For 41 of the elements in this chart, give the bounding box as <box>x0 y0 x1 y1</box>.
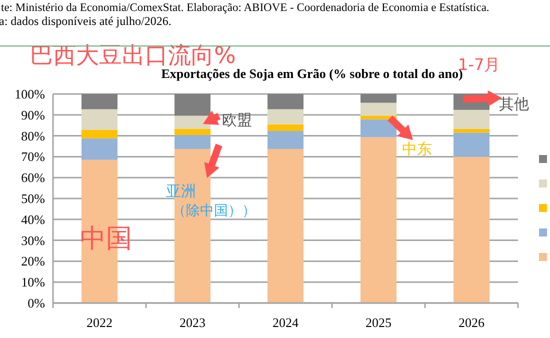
bar <box>82 130 118 138</box>
y-tick-label: 90% <box>21 107 46 122</box>
y-tick-label: 0% <box>28 296 46 310</box>
bar <box>454 156 490 303</box>
bar <box>82 109 118 130</box>
y-tick-label: 100% <box>14 86 46 102</box>
bar <box>268 94 304 110</box>
bar <box>360 137 396 303</box>
y-tick-label: 80% <box>21 128 46 144</box>
bar <box>268 130 304 149</box>
bar <box>360 94 396 103</box>
x-tick-label: 2026 <box>458 315 485 330</box>
x-tick-label: 2025 <box>366 315 392 330</box>
y-tick-label: 10% <box>21 274 46 290</box>
annotation: 中国 <box>80 224 132 254</box>
bar <box>82 138 118 160</box>
bar <box>174 94 210 116</box>
bar <box>268 109 304 124</box>
y-tick-label: 70% <box>21 149 46 164</box>
bar <box>268 124 304 131</box>
bar <box>82 94 118 110</box>
x-tick-label: 2023 <box>180 315 206 330</box>
annotation: 欧盟 <box>222 111 252 129</box>
bar <box>454 128 490 133</box>
bar <box>174 128 210 135</box>
annotation: 亚洲 <box>166 182 196 200</box>
y-tick-label: 20% <box>21 254 46 269</box>
x-tick-label: 2022 <box>86 315 112 330</box>
annotation: 中东 <box>402 140 432 158</box>
y-tick-label: 60% <box>21 170 46 186</box>
x-tick-label: 2024 <box>272 315 299 330</box>
y-tick-label: 30% <box>21 232 46 248</box>
bar <box>454 132 490 157</box>
text: te: Ministério da Economia/ComexStat. Elaboração: ABIOVE - Coordenadoria de Economia e Estatística. <box>1 2 490 14</box>
bar <box>268 148 304 303</box>
y-tick-label: 50% <box>21 191 46 206</box>
annotation: 其他 <box>499 95 529 113</box>
y-tick-label: 40% <box>21 212 46 227</box>
bar <box>454 110 490 129</box>
bar <box>174 134 210 149</box>
bar <box>360 102 396 116</box>
